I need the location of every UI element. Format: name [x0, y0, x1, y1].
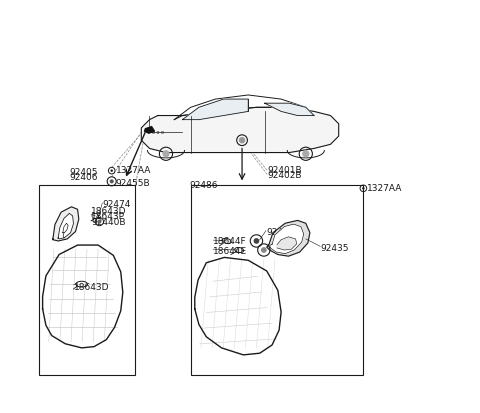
Text: 92402B: 92402B: [267, 171, 301, 180]
Text: 92440B: 92440B: [91, 218, 126, 227]
Polygon shape: [43, 245, 123, 348]
Polygon shape: [264, 104, 314, 116]
Circle shape: [362, 188, 365, 190]
Circle shape: [261, 247, 267, 253]
Text: 92455B: 92455B: [116, 178, 150, 187]
Text: 18644E: 18644E: [213, 246, 247, 255]
Text: 1327AA: 1327AA: [116, 166, 151, 174]
Circle shape: [239, 138, 245, 144]
Circle shape: [302, 151, 310, 158]
Bar: [191, 186, 363, 375]
Polygon shape: [277, 237, 297, 250]
Polygon shape: [182, 100, 248, 120]
Text: 92435: 92435: [320, 243, 348, 252]
Text: 18644F: 18644F: [213, 237, 247, 246]
Text: 18643P: 18643P: [91, 211, 125, 221]
Polygon shape: [195, 258, 281, 355]
Text: 92486: 92486: [190, 180, 218, 189]
Polygon shape: [267, 221, 310, 256]
Text: 92470C: 92470C: [266, 228, 300, 236]
Bar: [38, 186, 135, 375]
Text: 92474: 92474: [102, 200, 131, 209]
Circle shape: [110, 170, 113, 173]
Polygon shape: [53, 207, 79, 241]
Polygon shape: [141, 108, 339, 153]
Text: 92401B: 92401B: [267, 166, 302, 174]
Text: 92405: 92405: [69, 167, 98, 176]
Polygon shape: [270, 225, 304, 254]
Text: 18643D: 18643D: [73, 282, 109, 291]
Text: 92406: 92406: [69, 173, 98, 181]
Text: 18643D: 18643D: [91, 206, 127, 216]
Polygon shape: [144, 127, 155, 134]
Polygon shape: [58, 214, 73, 239]
Circle shape: [253, 238, 259, 244]
Text: ο ο ο: ο ο ο: [152, 130, 164, 135]
Circle shape: [109, 180, 114, 184]
Text: 1327AA: 1327AA: [367, 183, 402, 192]
Circle shape: [97, 220, 101, 224]
Circle shape: [162, 151, 169, 158]
